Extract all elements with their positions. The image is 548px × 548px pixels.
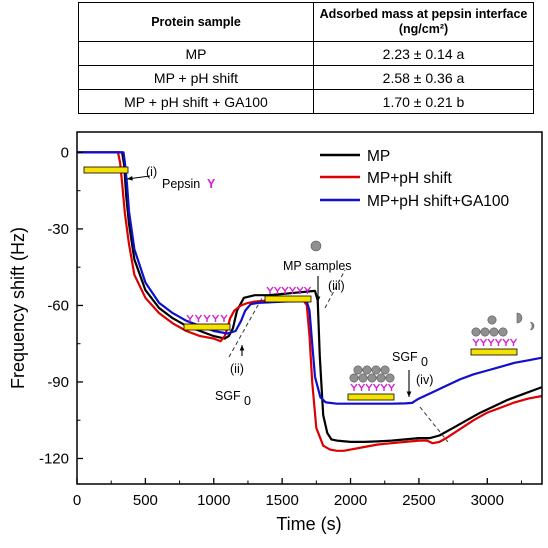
protein-particle-icon [362,365,372,375]
table-row: MP + pH shift + GA100 1.70 ± 0.21 b [78,89,534,114]
pepsin-molecule-icon [380,383,388,391]
table-header-mass: Adsorbed mass at pepsin interface (ng/cm… [313,2,534,42]
pepsin-molecule-icon [350,383,358,391]
x-tick-label: 2500 [402,492,435,509]
stage-transition-line [324,269,346,309]
adsorbed-mass-table: Protein sample Adsorbed mass at pepsin i… [78,2,534,114]
table-cell-sample: MP [78,41,314,66]
series-line-mp-ph-shift-ga100 [77,151,543,405]
x-tick-label: 500 [133,492,158,509]
protein-fragment-icon [516,312,523,324]
pepsin-molecule-icon [502,338,510,346]
table-cell-sample: MP + pH shift + GA100 [78,89,314,114]
table-cell-mass: 1.70 ± 0.21 b [313,89,534,114]
pepsin-molecule-icon [296,286,304,294]
table-header-row: Protein sample Adsorbed mass at pepsin i… [78,2,534,42]
protein-particle-icon [367,373,377,383]
x-tick-label: 1500 [265,492,298,509]
protein-particle-icon [498,327,508,337]
sgf0-label-sub: 0 [244,394,251,408]
protein-particle-icon [376,373,386,383]
table-header-sample: Protein sample [78,2,314,42]
protein-particle-icon [371,365,381,375]
stage-transition-line [228,297,263,358]
pepsin-label: Pepsin [162,177,200,191]
pepsin-molecule-icon [220,314,228,322]
legend: MP MP+pH shift MP+pH shift+GA100 [320,148,510,210]
protein-particle-icon [349,373,359,383]
stage-transition-line [419,406,449,443]
pepsin-arrow-head [127,175,133,181]
sgf0-label-base: SGF [215,389,241,403]
protein-particle-icon [353,365,363,375]
step-iv-label: (iv) [416,373,433,387]
protein-particle-icon [480,327,490,337]
sgf0-label-sub: 0 [421,355,428,369]
pepsin-molecule-icon [509,338,518,346]
y-axis-label: Frequency shift (Hz) [8,227,28,389]
y-tick-label: -120 [39,450,69,467]
sensor-chip-icon [83,166,129,174]
protein-particle-icon [310,240,322,252]
pepsin-molecule-icon [288,286,297,294]
table-cell-mass: 2.23 ± 0.14 a [313,41,534,66]
pepsin-symbol-icon: Y [207,177,216,191]
y-tick-label: 0 [61,144,69,161]
sensor-chip-icon [264,295,312,303]
sgf0-label-base: SGF [392,350,418,364]
pepsin-molecule-icon [266,286,274,294]
legend-label-mp: MP [367,148,390,165]
pepsin-molecule-icon [372,383,381,391]
sensor-chip-icon [183,323,231,331]
protein-particle-icon [358,373,368,383]
x-tick-label: 1000 [197,492,230,509]
sensor-chip-icon [347,393,395,401]
pepsin-molecule-icon [211,314,220,322]
step-i-label: (i) [146,165,157,179]
pepsin-molecule-icon [203,314,211,322]
protein-particle-icon [487,315,497,325]
pepsin-molecule-icon [186,314,194,322]
legend-label-mp-ph-shift-ga100: MP+pH shift+GA100 [367,193,510,210]
step-ii-label: (ii) [230,362,244,376]
sgf-arrow-head [239,345,245,351]
pepsin-molecule-icon [365,383,373,391]
pepsin-molecule-icon [273,286,282,294]
plot-frame [76,131,543,485]
y-tick-label: -30 [47,221,69,238]
x-tick-label: 0 [73,492,81,509]
pepsin-molecule-icon [281,286,289,294]
x-axis-label: Time (s) [276,514,341,534]
annotation-layer: (i)Pepsin Y(ii)SGF 0MP samples(iii)SGF 0(iv… [83,165,535,443]
sgf-arrow-head [406,391,412,397]
legend-label-mp-ph-shift: MP+pH shift [367,170,453,187]
pepsin-molecule-icon [487,338,495,346]
series-line-mp [77,151,543,443]
pepsin-molecule-icon [194,314,203,322]
protein-particle-icon [471,327,481,337]
table-row: MP + pH shift 2.58 ± 0.36 a [78,65,534,90]
pepsin-molecule-icon [479,338,488,346]
axis-ticks: 0 500 1000 1500 2000 2500 3000 0 -30 -60 -90 -120 [39,144,522,509]
pepsin-molecule-icon [472,338,480,346]
x-tick-label: 3000 [471,492,504,509]
x-tick-label: 2000 [334,492,367,509]
pepsin-molecule-icon [494,338,503,346]
y-tick-label: -60 [47,297,69,314]
protein-fragment-icon [529,321,535,331]
protein-particle-icon [489,327,499,337]
pepsin-molecule-icon [357,383,366,391]
protein-particle-icon [385,373,395,383]
mp-samples-label: MP samples [283,259,352,273]
table-row: MP 2.23 ± 0.14 a [78,41,534,66]
pepsin-molecule-icon [387,383,396,391]
protein-particle-icon [380,365,390,375]
mp-samples-arrow-head [315,296,321,302]
sensor-chip-icon [470,348,518,356]
step-iii-label: (iii) [328,279,345,293]
y-tick-label: -90 [47,374,69,391]
pepsin-molecule-icon [303,286,312,294]
